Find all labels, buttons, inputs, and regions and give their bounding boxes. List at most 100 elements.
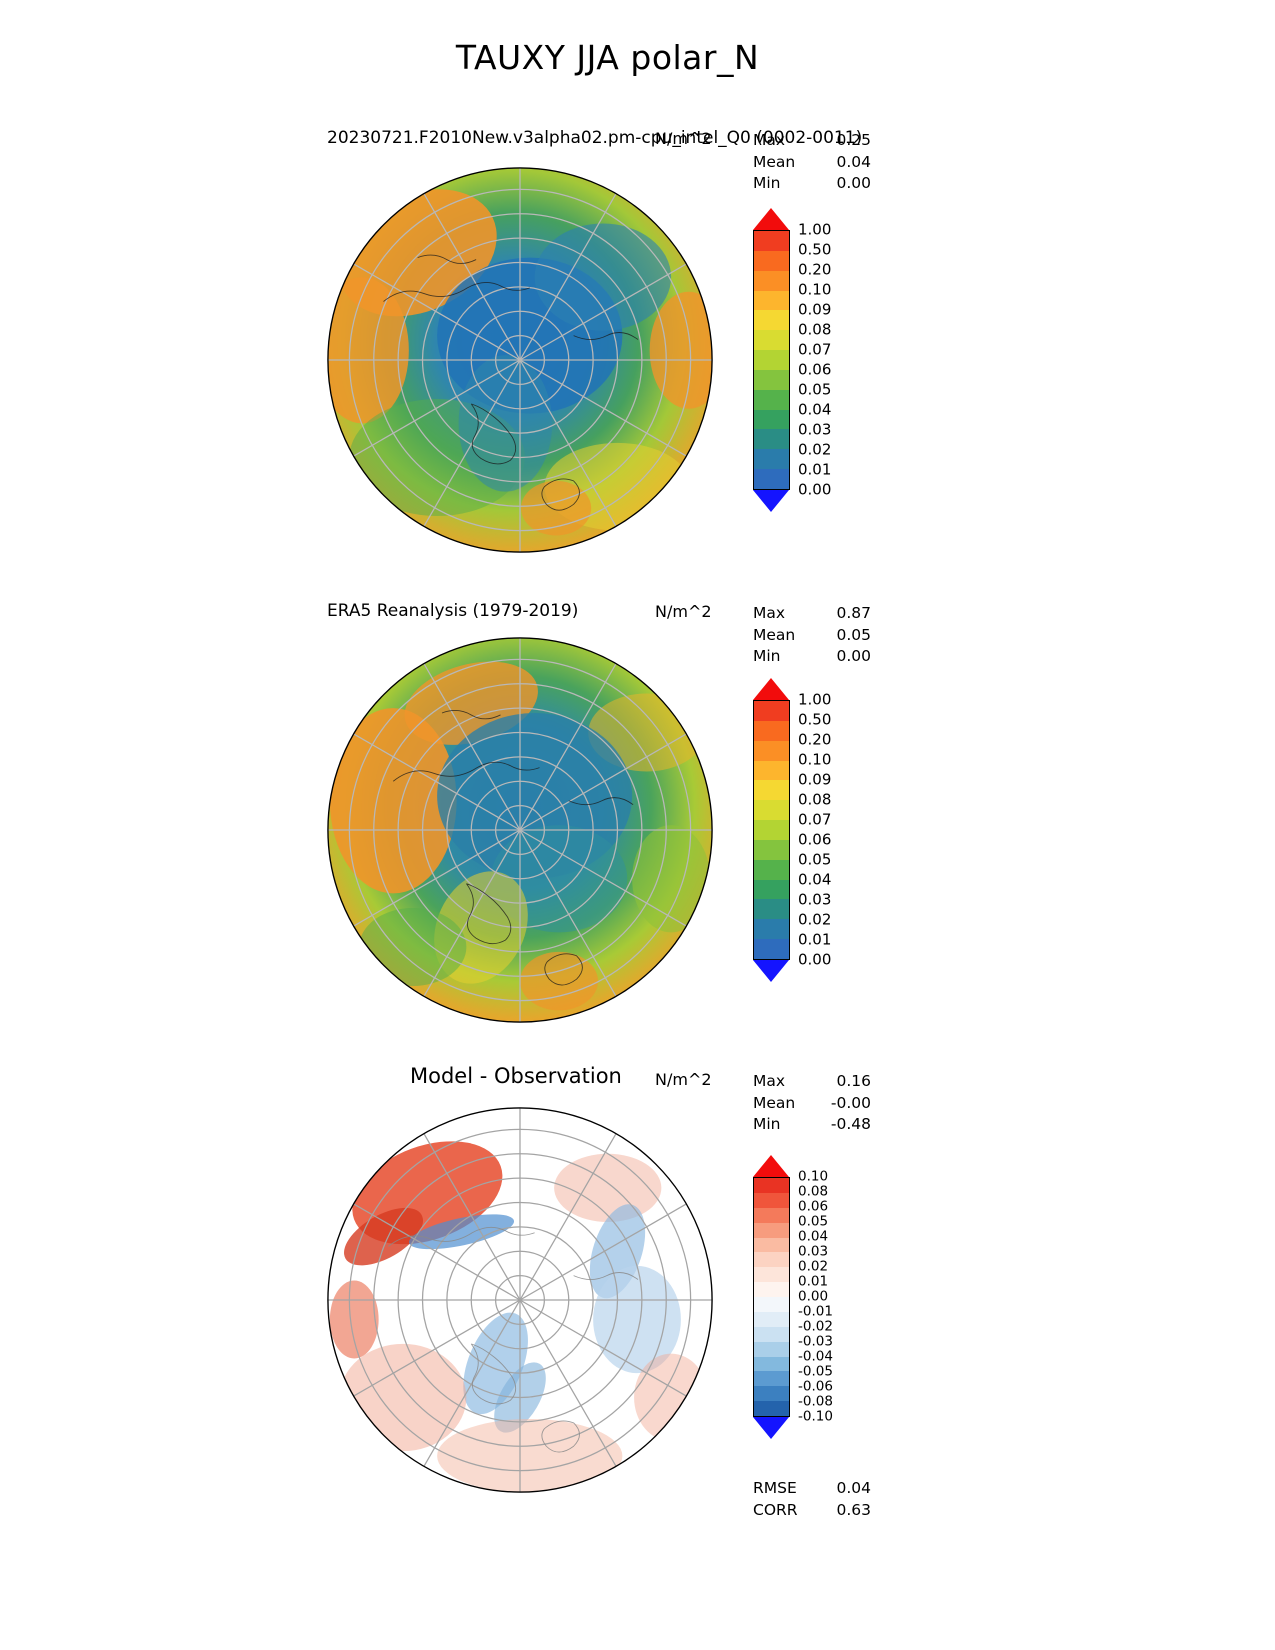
- colorbar-tick-label: 0.00: [798, 480, 832, 499]
- colorbar-band: [754, 1252, 789, 1268]
- colorbar-tick-label: 0.05: [798, 380, 832, 399]
- colorbar-tick-label: 0.03: [798, 420, 832, 439]
- colorbar-tick-labels: 0.10 0.08 0.06 0.05 0.04 0.03 0.02 0.01 0.00 -0.0…: [798, 1170, 868, 1423]
- stat-label-min: Min: [753, 174, 781, 192]
- colorbar-tick-labels: 1.00 0.50 0.20 0.10 0.09 0.08 0.07 0.06 0.05 0.04…: [798, 222, 868, 497]
- stat-value-mean: 0.04: [836, 152, 871, 171]
- coastlines: [388, 1226, 639, 1453]
- polar-map-difference: [327, 1107, 713, 1493]
- colorbar-tick-label: 0.01: [798, 1273, 829, 1290]
- colorbar-band: [754, 740, 789, 761]
- stat-value-max: 0.25: [836, 131, 871, 149]
- colorbar-tick-label: 0.08: [798, 790, 832, 809]
- colorbar-tick-label: 0.20: [798, 730, 832, 749]
- colorbar-band: [754, 290, 789, 311]
- colorbar-band: [754, 760, 789, 781]
- panel2-stats: Max 0.87 Mean 0.05 Min 0.00: [753, 603, 871, 668]
- colorbar-band: [754, 350, 789, 370]
- colorbar-tick-label: 0.03: [798, 890, 832, 909]
- stat-value-max: 0.87: [836, 604, 871, 622]
- colorbar-band: [754, 1386, 789, 1402]
- panel3-colorbar: 0.10 0.08 0.06 0.05 0.04 0.03 0.02 0.01 0.00 -0.0…: [753, 1155, 868, 1439]
- figure-title: TAUXY JJA polar_N: [455, 38, 760, 77]
- panel1-title: 20230721.F2010New.v3alpha02.pm-cpu_intel…: [327, 128, 863, 148]
- colorbar-band: [754, 839, 789, 860]
- stat-label-corr: CORR: [753, 1500, 798, 1519]
- colorbar-tick-label: 0.04: [798, 870, 832, 889]
- colorbar-tick-label: 0.09: [798, 770, 832, 789]
- colorbar-tick-label: 0.00: [798, 950, 832, 969]
- colorbar-tick-label: -0.03: [798, 1333, 833, 1350]
- colorbar-tick-label: -0.10: [798, 1408, 833, 1425]
- stat-label-max: Max: [753, 131, 786, 149]
- panel1-units-label: N/m^2: [655, 129, 712, 148]
- stat-label-max: Max: [753, 1072, 786, 1090]
- colorbar-bands: [753, 700, 790, 960]
- colorbar-band: [754, 409, 789, 430]
- colorbar-band: [754, 1192, 789, 1208]
- colorbar-arrow-up-icon: [753, 1155, 789, 1177]
- panel2-units-label: N/m^2: [655, 602, 712, 621]
- colorbar-band: [754, 1207, 789, 1223]
- colorbar-bands: [753, 230, 790, 490]
- colorbar-band: [754, 939, 789, 959]
- colorbar-tick-label: 0.10: [798, 280, 832, 299]
- colorbar-band: [754, 859, 789, 880]
- colorbar-tick-label: 1.00: [798, 220, 832, 239]
- colorbar-tick-label: 0.06: [798, 1198, 829, 1215]
- colorbar-tick-label: 0.50: [798, 240, 832, 259]
- stat-value-corr: 0.63: [836, 1500, 871, 1519]
- stat-value-min: 0.00: [836, 647, 871, 665]
- stat-label-mean: Mean: [753, 152, 796, 171]
- colorbar-tick-label: 0.07: [798, 340, 832, 359]
- colorbar-tick-label: 0.50: [798, 710, 832, 729]
- colorbar-tick-label: -0.02: [798, 1318, 833, 1335]
- colorbar-band: [754, 899, 789, 920]
- colorbar-tick-label: 0.04: [798, 400, 832, 419]
- polar-map-model: [327, 167, 713, 553]
- colorbar-tick-label: 0.02: [798, 440, 832, 459]
- stat-label-min: Min: [753, 1115, 781, 1133]
- colorbar-tick-label: -0.08: [798, 1393, 833, 1410]
- colorbar-tick-label: 0.06: [798, 360, 832, 379]
- colorbar-band: [754, 231, 789, 251]
- panel3-stats: Max 0.16 Mean -0.00 Min -0.48: [753, 1071, 871, 1136]
- colorbar-tick-labels: 1.00 0.50 0.20 0.10 0.09 0.08 0.07 0.06 0.05 0.04…: [798, 692, 868, 967]
- colorbar-tick-label: -0.05: [798, 1363, 833, 1380]
- panel1-stats: Max 0.25 Mean 0.04 Min 0.00: [753, 130, 871, 195]
- colorbar-tick-label: 0.01: [798, 460, 832, 479]
- colorbar-band: [754, 1222, 789, 1238]
- colorbar-band: [754, 429, 789, 450]
- stat-label-mean: Mean: [753, 625, 796, 644]
- colorbar-arrow-up-icon: [753, 208, 789, 230]
- colorbar-band: [754, 369, 789, 390]
- panel1-colorbar: 1.00 0.50 0.20 0.10 0.09 0.08 0.07 0.06 0.05 0.04…: [753, 208, 868, 512]
- colorbar-band: [754, 270, 789, 291]
- colorbar-band: [754, 1356, 789, 1372]
- colorbar-arrow-down-icon: [753, 490, 789, 512]
- colorbar-tick-label: 0.08: [798, 320, 832, 339]
- colorbar-tick-label: 0.06: [798, 830, 832, 849]
- colorbar-tick-label: 0.05: [798, 1213, 829, 1230]
- panel2-title: ERA5 Reanalysis (1979-2019): [327, 601, 579, 621]
- coastlines: [392, 710, 634, 986]
- colorbar-band: [754, 1237, 789, 1253]
- stat-value-rmse: 0.04: [836, 1479, 871, 1497]
- panel2-colorbar: 1.00 0.50 0.20 0.10 0.09 0.08 0.07 0.06 0.05 0.04…: [753, 678, 868, 982]
- colorbar-band: [754, 1311, 789, 1327]
- colorbar-band: [754, 701, 789, 721]
- stat-value-max: 0.16: [836, 1072, 871, 1090]
- colorbar-tick-label: 0.02: [798, 910, 832, 929]
- colorbar-tick-label: -0.06: [798, 1378, 833, 1395]
- colorbar-tick-label: 0.20: [798, 260, 832, 279]
- graticule-grid: [327, 637, 713, 1023]
- stat-value-mean: -0.00: [830, 1093, 871, 1112]
- colorbar-band: [754, 800, 789, 821]
- colorbar-band: [754, 720, 789, 741]
- colorbar-band: [754, 1401, 789, 1416]
- colorbar-band: [754, 879, 789, 900]
- map-boundary: [327, 167, 713, 553]
- graticule-grid: [327, 167, 713, 553]
- colorbar-tick-label: 1.00: [798, 690, 832, 709]
